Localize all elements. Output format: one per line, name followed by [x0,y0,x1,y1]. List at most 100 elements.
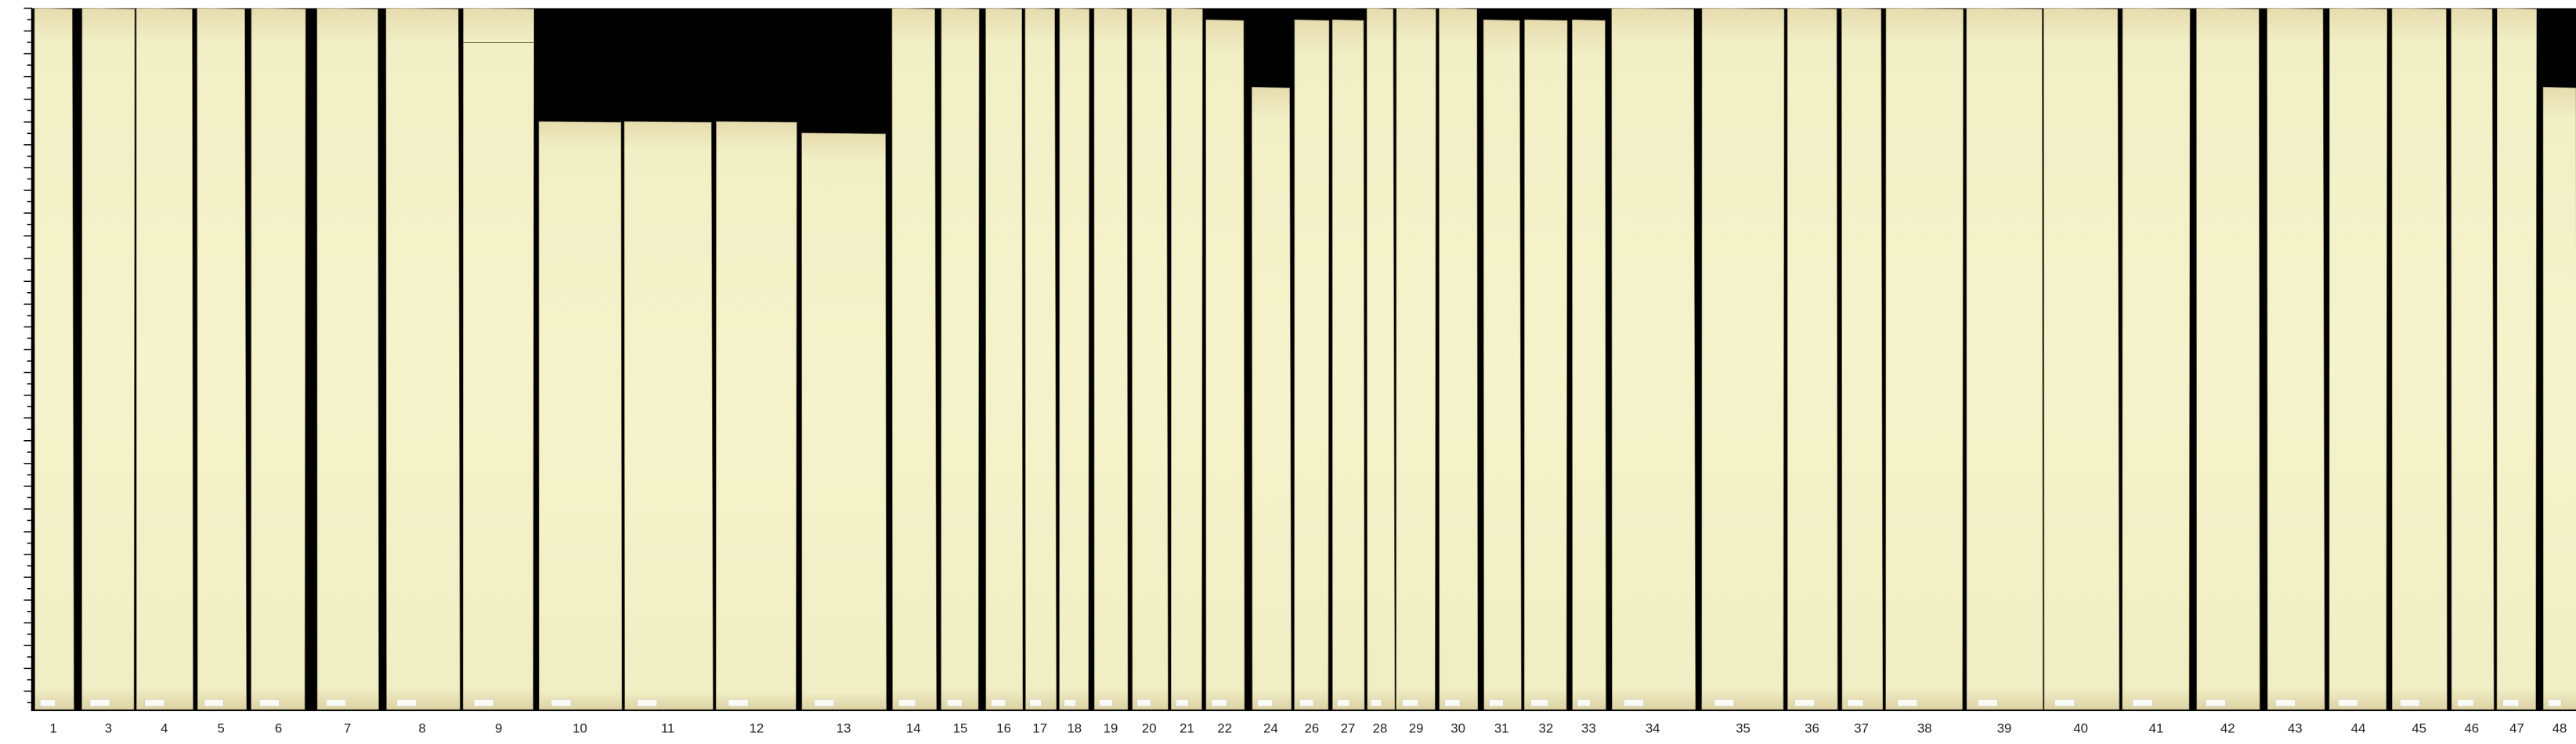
strip-31 [1483,19,1522,710]
paper-strip [135,8,193,710]
barcode-label [89,699,110,706]
paper-strip [2267,8,2325,710]
paper-strip [1294,19,1330,710]
paper-strip [1439,8,1479,710]
barcode-label [1029,699,1042,706]
barcode-label [991,699,1006,706]
barcode-label [1488,699,1504,706]
paper-strip [34,8,74,710]
barcode-label [144,699,165,706]
strip-15 [941,8,980,710]
barcode-label [259,699,280,706]
paper-strip [1059,8,1090,710]
strip-number-label: 22 [1217,721,1232,735]
strip-21 [1170,8,1203,710]
strip-34 [1611,8,1696,710]
strip-20 [1131,8,1169,710]
paper-strip [715,121,797,710]
barcode-label [728,699,749,706]
paper-strip [985,8,1024,710]
strip-number-label: 42 [2220,721,2235,735]
strip-number-label: 1 [50,721,57,735]
strip-42 [2196,8,2260,710]
strip-number-label: 33 [1581,721,1596,735]
strip-number-label: 32 [1538,721,1553,735]
strip-number-label: 38 [1917,721,1932,735]
barcode-label [1847,699,1864,706]
strip-number-label: 13 [836,721,851,735]
paper-strip [1701,8,1785,710]
strip-16 [985,8,1024,710]
barcode-label [637,699,658,706]
strip-number-label: 4 [161,721,168,735]
paper-strip [1966,8,2043,710]
paper-strip [462,8,535,710]
barcode-label [1402,699,1418,706]
strip-number-label: 6 [275,721,282,735]
paper-strip [1396,8,1436,710]
paper-strip [2496,8,2537,710]
strip-number-label: 28 [1373,721,1388,735]
strip-number-label: 26 [1305,721,1320,735]
strip-number-label: 17 [1032,721,1047,735]
barcode-label [1530,699,1548,706]
barcode-label [1099,699,1113,706]
paper-strip [1483,19,1522,710]
strip-number-label: 10 [573,721,587,735]
strip-number-label: 8 [418,721,425,735]
paper-strip [316,8,379,710]
strip-number-label: 45 [2412,721,2426,735]
paper-strip [1523,19,1568,710]
strip-number-label: 43 [2288,721,2303,735]
strip-30 [1439,8,1479,710]
strip-28 [1366,8,1396,710]
paper-strip [81,8,135,710]
strip-number-label: 41 [2149,721,2164,735]
barcode-label [2132,699,2153,706]
barcode-label [1794,699,1815,706]
strip-7 [316,8,379,710]
barcode-label [1211,699,1227,706]
paper-strip [2122,8,2191,710]
strip-number-label: 18 [1067,721,1082,735]
strip-number-label: 40 [2073,721,2088,735]
barcode-label [2275,699,2296,706]
barcode-label [2400,699,2420,706]
barcode-label [1136,699,1151,706]
strip-24 [1252,86,1292,710]
ruler-axis [23,7,33,712]
barcode-label [1577,699,1591,706]
strip-number-label: 47 [2509,721,2524,735]
strip-44 [2329,8,2388,710]
paper-strip [197,8,247,710]
strip-number-label: 19 [1104,721,1118,735]
paper-strip [623,121,714,710]
barcode-label [1299,699,1314,706]
barcode-label [1371,699,1382,706]
strip-41 [2122,8,2191,710]
barcode-label [1978,699,1998,706]
barcode-label [326,699,346,706]
paper-strip [251,8,306,710]
paper-strip [2451,8,2495,710]
barcode-label [2054,699,2075,706]
barcode-label [2502,699,2520,706]
strip-number-label: 24 [1263,721,1278,735]
barcode-label [1064,699,1076,706]
strip-number-label: 35 [1736,721,1750,735]
strip-29 [1396,8,1436,710]
strip-18 [1059,8,1090,710]
paper-strip [1170,8,1203,710]
strip-number-label: 16 [996,721,1011,735]
strip-27 [1331,19,1365,710]
paper-strip [2043,8,2120,710]
strip-number-label: 34 [1646,721,1660,735]
strip-9 [462,8,535,710]
strip-number-label: 31 [1494,721,1509,735]
barcode-label [1624,699,1644,706]
paper-strip [1787,8,1838,710]
barcode-label [946,699,963,706]
strip-number-label: 12 [750,721,764,735]
strip-5 [197,8,247,710]
strip-36 [1787,8,1838,710]
